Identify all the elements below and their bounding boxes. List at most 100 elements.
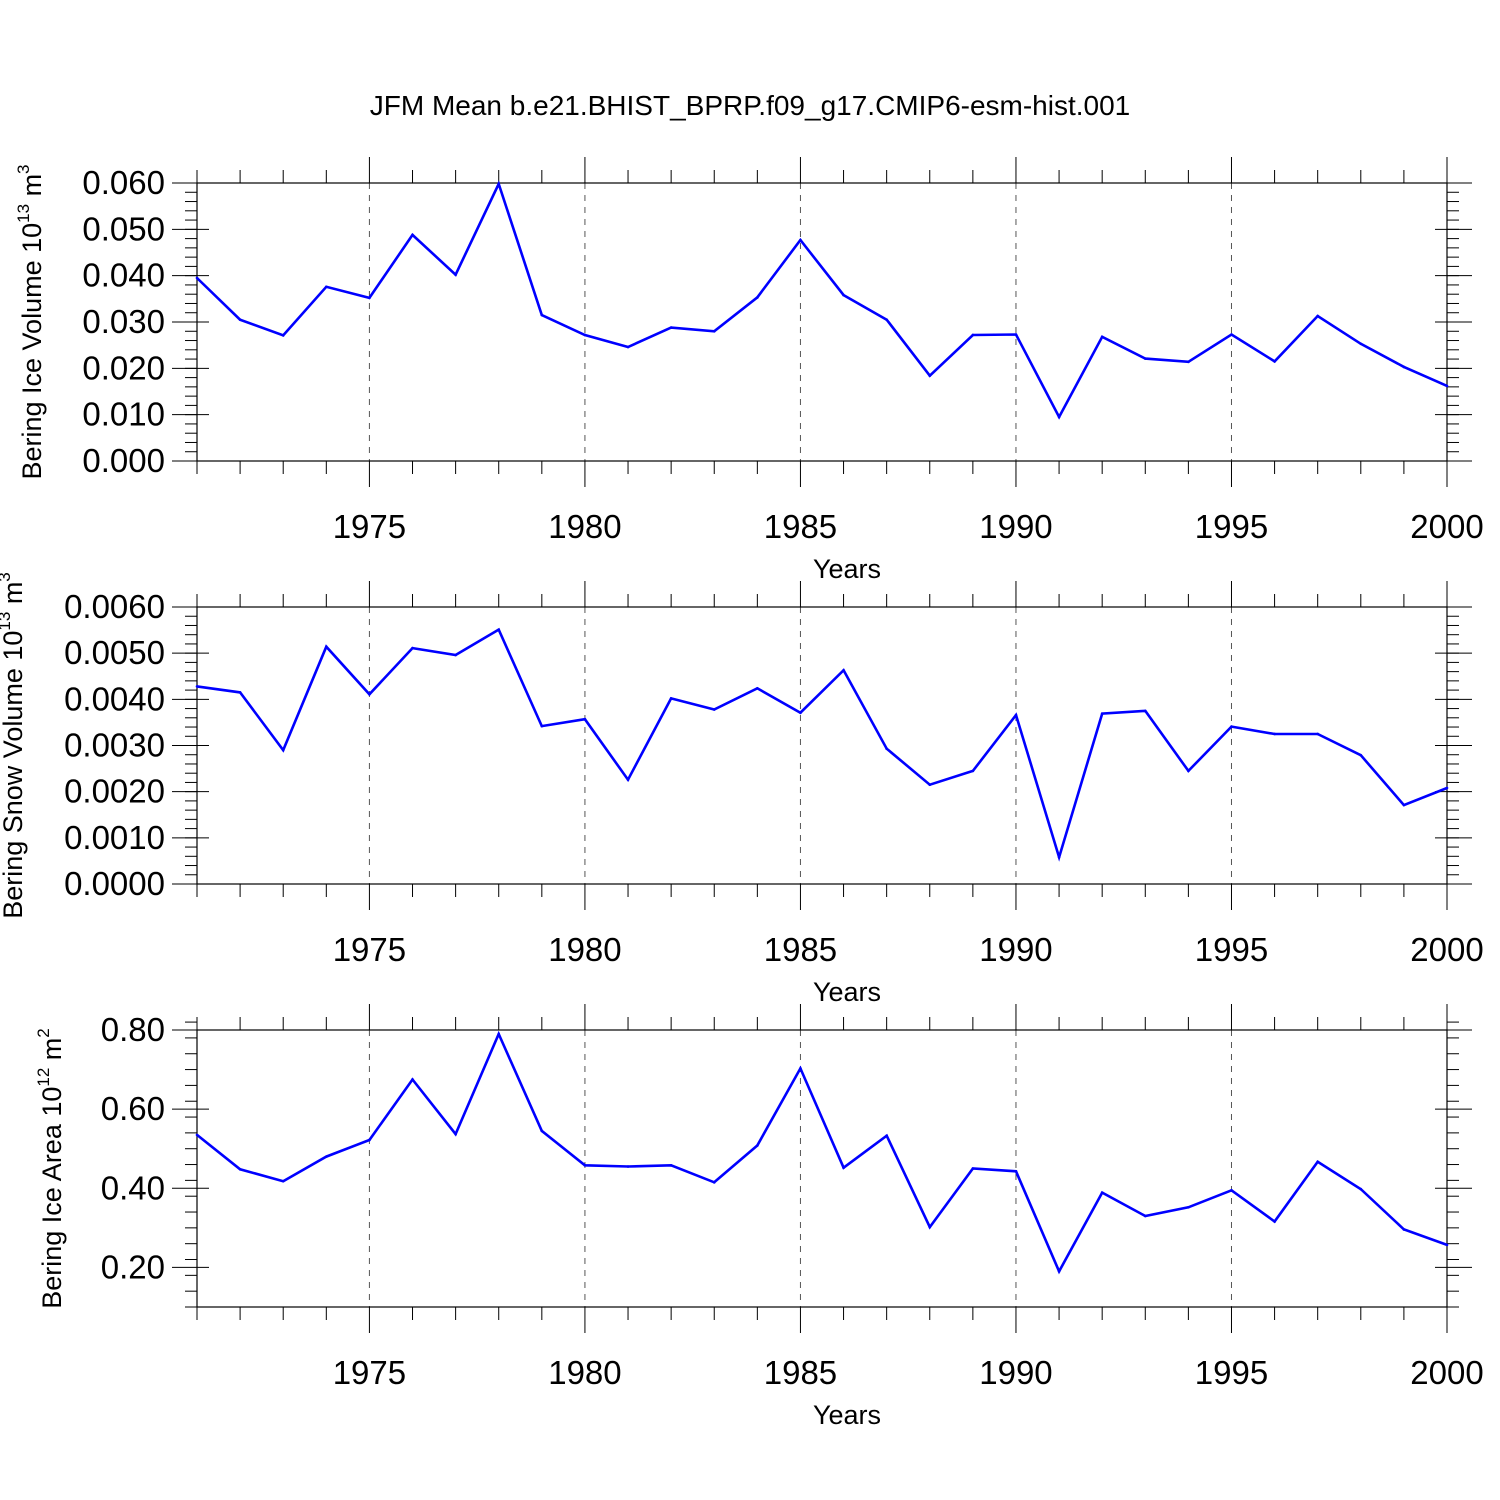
data-point bbox=[1230, 725, 1233, 728]
data-point bbox=[842, 1166, 845, 1170]
data-point bbox=[1100, 712, 1104, 715]
page-title: JFM Mean b.e21.BHIST_BPRP.f09_g17.CMIP6-… bbox=[369, 90, 1131, 121]
x-axis-title: Years bbox=[813, 554, 881, 584]
data-point bbox=[325, 645, 328, 649]
y-axis-title-superscript: 13 bbox=[14, 204, 33, 223]
y-axis-title-superscript: 2 bbox=[34, 1028, 53, 1037]
x-tick-label: 1985 bbox=[764, 508, 837, 545]
y-tick-label: 0.020 bbox=[82, 349, 165, 386]
data-point bbox=[971, 769, 975, 773]
y-tick-label: 0.0060 bbox=[64, 588, 165, 625]
y-tick-label: 0.80 bbox=[101, 1011, 165, 1048]
data-point bbox=[842, 668, 845, 672]
data-point bbox=[1230, 1188, 1233, 1192]
data-point bbox=[497, 1032, 501, 1036]
y-axis-title-part: Bering Ice Volume 10 bbox=[17, 223, 47, 480]
data-point bbox=[195, 1133, 199, 1137]
data-point bbox=[583, 717, 587, 721]
data-point bbox=[1187, 769, 1190, 773]
data-point bbox=[669, 326, 673, 329]
data-point bbox=[497, 182, 501, 186]
y-axis-title-part: Bering Snow Volume 10 bbox=[0, 631, 28, 919]
data-point bbox=[1014, 713, 1018, 717]
data-point bbox=[195, 685, 199, 688]
x-tick-label: 1980 bbox=[548, 1354, 621, 1391]
data-point bbox=[971, 1167, 975, 1170]
data-point bbox=[885, 1134, 888, 1137]
y-tick-label: 0.000 bbox=[82, 442, 165, 479]
x-tick-label: 2000 bbox=[1410, 931, 1483, 968]
data-point bbox=[1100, 1191, 1104, 1194]
y-tick-label: 0.0000 bbox=[64, 865, 165, 902]
y-tick-label: 0.030 bbox=[82, 303, 165, 340]
data-point bbox=[281, 334, 285, 337]
data-point bbox=[799, 238, 802, 242]
data-point bbox=[928, 783, 932, 787]
data-point bbox=[626, 778, 630, 781]
data-point bbox=[411, 233, 414, 237]
data-point bbox=[626, 345, 630, 349]
y-tick-label: 0.0030 bbox=[64, 727, 165, 764]
data-point bbox=[1273, 360, 1276, 363]
y-axis-title: Bering Ice Area 1012 m2 bbox=[34, 1028, 67, 1309]
y-axis-title-part: m bbox=[0, 582, 28, 612]
data-point bbox=[1359, 753, 1363, 757]
data-point bbox=[454, 653, 457, 657]
data-point bbox=[1187, 1205, 1190, 1209]
x-tick-label: 1995 bbox=[1195, 508, 1268, 545]
data-point bbox=[1402, 365, 1406, 369]
data-point bbox=[540, 1129, 544, 1133]
data-point bbox=[712, 1181, 716, 1184]
data-point bbox=[368, 1138, 371, 1142]
y-tick-label: 0.0050 bbox=[64, 634, 165, 671]
data-point bbox=[368, 296, 371, 300]
data-point bbox=[540, 313, 544, 317]
data-point bbox=[583, 333, 587, 337]
x-axis-title: Years bbox=[813, 1400, 881, 1430]
y-tick-label: 0.60 bbox=[101, 1090, 165, 1127]
data-point bbox=[1359, 342, 1363, 346]
y-tick-label: 0.20 bbox=[101, 1248, 165, 1285]
data-point bbox=[1100, 335, 1104, 339]
plot-frame bbox=[196, 1029, 1448, 1308]
x-tick-label: 1990 bbox=[979, 931, 1052, 968]
x-tick-label: 1975 bbox=[333, 931, 406, 968]
y-axis-title-superscript: 3 bbox=[0, 572, 14, 581]
x-tick-label: 1995 bbox=[1195, 1354, 1268, 1391]
y-axis-title-superscript: 3 bbox=[14, 164, 33, 173]
data-point bbox=[1143, 709, 1147, 713]
data-point bbox=[238, 1167, 242, 1171]
x-tick-label: 1990 bbox=[979, 508, 1052, 545]
y-axis-title: Bering Snow Volume 1013 m3 bbox=[0, 572, 28, 919]
data-point bbox=[281, 1179, 285, 1183]
data-point bbox=[1316, 732, 1319, 736]
y-tick-label: 0.050 bbox=[82, 210, 165, 247]
data-point bbox=[1143, 1214, 1147, 1218]
data-point bbox=[281, 748, 285, 752]
y-axis-title-superscript: 13 bbox=[0, 612, 14, 631]
y-tick-label: 0.0010 bbox=[64, 819, 165, 856]
data-point bbox=[368, 692, 371, 696]
data-point bbox=[1445, 1243, 1449, 1247]
data-point bbox=[1402, 803, 1406, 807]
x-tick-label: 1980 bbox=[548, 931, 621, 968]
data-point bbox=[669, 697, 673, 700]
data-point bbox=[712, 329, 716, 333]
series-line bbox=[196, 1030, 1448, 1275]
data-point bbox=[1014, 333, 1018, 336]
x-tick-label: 1975 bbox=[333, 1354, 406, 1391]
data-point bbox=[583, 1164, 587, 1167]
data-point bbox=[928, 1225, 932, 1229]
y-axis-title-part: m bbox=[17, 174, 47, 204]
data-point bbox=[411, 1078, 414, 1081]
series-line bbox=[196, 627, 1448, 862]
y-axis-title: Bering Ice Volume 1013 m3 bbox=[14, 164, 47, 479]
data-point bbox=[325, 1155, 328, 1158]
series-line bbox=[196, 180, 1448, 420]
data-point bbox=[325, 285, 328, 289]
data-point bbox=[1057, 415, 1061, 419]
data-point bbox=[712, 708, 716, 711]
x-tick-label: 1995 bbox=[1195, 931, 1268, 968]
data-point bbox=[1057, 855, 1061, 859]
